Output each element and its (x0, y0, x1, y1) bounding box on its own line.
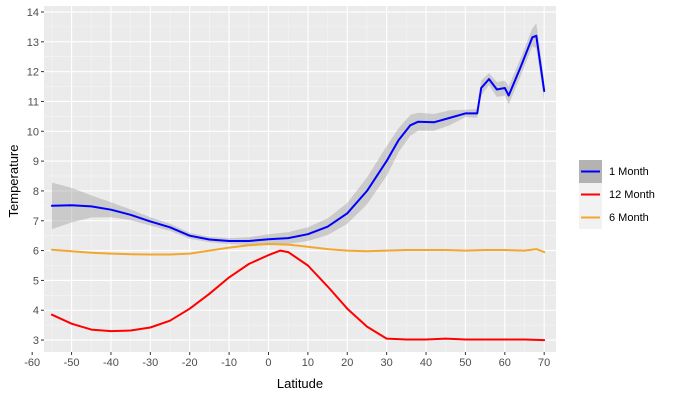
legend-item: 1 Month (579, 160, 649, 183)
y-tick-label: 13 (27, 37, 39, 49)
y-tick-label: 14 (27, 7, 39, 19)
x-tick-label: 50 (459, 357, 471, 369)
x-axis-title: Latitude (277, 376, 323, 391)
x-tick-label: -20 (182, 357, 198, 369)
y-tick-label: 10 (27, 126, 39, 138)
y-tick-label: 8 (33, 186, 39, 198)
y-tick-label: 7 (33, 216, 39, 228)
y-axis-ticks: 3 4 5 6 7 8 9 10 11 12 13 14 (27, 7, 44, 347)
y-axis-title: Temperature (6, 145, 21, 218)
series-line-1-month (50, 34, 546, 242)
legend-label: 1 Month (609, 166, 649, 178)
x-tick-label: -50 (64, 357, 80, 369)
x-tick-label: 40 (420, 357, 432, 369)
y-tick-label: 6 (33, 246, 39, 258)
x-tick-label: 70 (538, 357, 550, 369)
series-lines (50, 34, 546, 342)
legend-item: 12 Month (579, 183, 655, 206)
y-tick-label: 3 (33, 335, 39, 347)
y-tick-label: 9 (33, 156, 39, 168)
x-tick-label: 30 (381, 357, 393, 369)
x-tick-label: 20 (341, 357, 353, 369)
legend: 1 Month 12 Month 6 Month (579, 160, 655, 229)
plot-panel (44, 6, 556, 352)
x-tick-label: -40 (103, 357, 119, 369)
x-tick-label: 0 (265, 357, 271, 369)
legend-item: 6 Month (579, 206, 649, 229)
legend-label: 12 Month (609, 189, 655, 201)
x-tick-label: 60 (499, 357, 511, 369)
series-line-6-month (50, 243, 546, 256)
x-tick-label: -60 (24, 357, 40, 369)
x-tick-label: 10 (302, 357, 314, 369)
y-tick-label: 11 (28, 96, 39, 108)
x-tick-label: -30 (142, 357, 158, 369)
series-line-12-month (50, 249, 546, 342)
y-tick-label: 4 (33, 305, 39, 317)
legend-label: 6 Month (609, 212, 649, 224)
y-tick-label: 12 (27, 67, 39, 79)
x-axis-ticks: -60 -50 -40 -30 -20 -10 0 10 20 30 40 50 60 70 (24, 352, 550, 369)
y-tick-label: 5 (33, 275, 39, 287)
x-tick-label: -10 (221, 357, 237, 369)
